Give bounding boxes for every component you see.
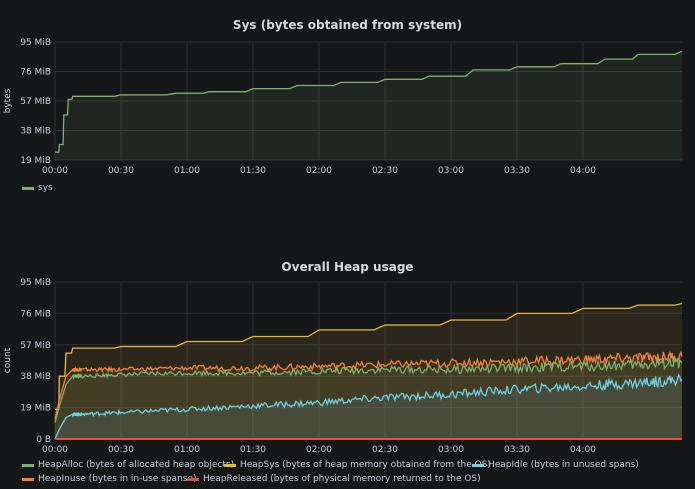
legend-label: HeapInuse (bytes in in-use spanse) (38, 474, 197, 484)
y-tick-label: 76 MiB (20, 309, 51, 319)
y-tick-label: 57 MiB (20, 97, 51, 107)
x-tick-label: 01:00 (174, 445, 200, 455)
y-tick-label: 95 MiB (20, 38, 51, 48)
panel-title[interactable]: Overall Heap usage (281, 260, 414, 274)
y-tick-label: 19 MiB (20, 156, 51, 166)
x-tick-label: 00:30 (108, 445, 134, 455)
y-tick-label: 95 MiB (20, 278, 51, 288)
y-tick-label: 38 MiB (20, 372, 51, 382)
x-tick-label: 04:00 (570, 166, 596, 176)
x-tick-label: 00:00 (42, 445, 68, 455)
legend-label: HeapIdle (bytes in unused spans) (488, 460, 639, 470)
legend-item[interactable]: HeapSys (bytes of heap memory obtained f… (224, 460, 491, 470)
x-tick-label: 00:30 (108, 166, 134, 176)
legend-swatch (22, 477, 34, 481)
y-tick-label: 0 B (36, 435, 51, 445)
series-area (55, 357, 682, 439)
series-line (54, 350, 683, 420)
x-tick-label: 02:00 (306, 445, 332, 455)
legend-label: HeapAlloc (bytes of allocated heap objec… (38, 460, 235, 470)
y-tick-label: 57 MiB (20, 341, 51, 351)
series-line (55, 302, 683, 410)
series-line (54, 356, 683, 423)
x-tick-label: 01:30 (240, 445, 266, 455)
panel-title[interactable]: Sys (bytes obtained from system) (232, 18, 463, 32)
series-area (55, 51, 682, 160)
y-axis-label: bytes (3, 88, 13, 113)
legend-swatch (187, 477, 199, 481)
x-tick-label: 03:30 (504, 445, 530, 455)
legend-swatch (22, 463, 34, 467)
series-line (55, 50, 683, 153)
legend-swatch (224, 463, 236, 467)
x-tick-label: 01:30 (240, 166, 266, 176)
legend-swatch (22, 186, 34, 190)
x-tick-label: 03:30 (504, 166, 530, 176)
plot-area (55, 282, 682, 439)
y-tick-label: 38 MiB (20, 127, 51, 137)
x-tick-label: 00:00 (42, 166, 68, 176)
series-line (54, 373, 683, 440)
x-tick-label: 03:00 (438, 445, 464, 455)
x-tick-label: 01:00 (174, 166, 200, 176)
legend-label: HeapSys (bytes of heap memory obtained f… (240, 460, 491, 470)
x-tick-label: 03:00 (438, 166, 464, 176)
legend-item[interactable]: HeapAlloc (bytes of allocated heap objec… (22, 460, 234, 470)
legend-label: sys (38, 183, 53, 193)
sys-panel: Sys (bytes obtained from system) 95 MiB 7… (0, 0, 695, 200)
legend-item-sys[interactable]: sys (22, 183, 53, 193)
heap-panel: Overall Heap usage 95 MiB 76 MiB 57 MiB 38 … (0, 250, 695, 489)
y-tick-label: 76 MiB (20, 68, 51, 78)
heap-chart[interactable]: 95 MiB 76 MiB 57 MiB 38 MiB 19 MiB 0 B00:00 00… (0, 250, 695, 489)
x-tick-label: 04:00 (570, 445, 596, 455)
series-area (55, 375, 682, 439)
legend-item[interactable]: HeapReleased (bytes of physical memory r… (187, 474, 481, 484)
y-axis-label: count (3, 347, 13, 373)
legend-label: HeapReleased (bytes of physical memory r… (203, 474, 481, 484)
legend-item[interactable]: HeapInuse (bytes in in-use spanse) (22, 474, 197, 484)
legend-swatch (472, 463, 484, 467)
x-tick-label: 02:30 (372, 166, 398, 176)
x-tick-label: 02:30 (372, 445, 398, 455)
x-tick-label: 02:00 (306, 166, 332, 176)
legend-item[interactable]: HeapIdle (bytes in unused spans) (472, 460, 639, 470)
y-tick-label: 19 MiB (20, 404, 51, 414)
